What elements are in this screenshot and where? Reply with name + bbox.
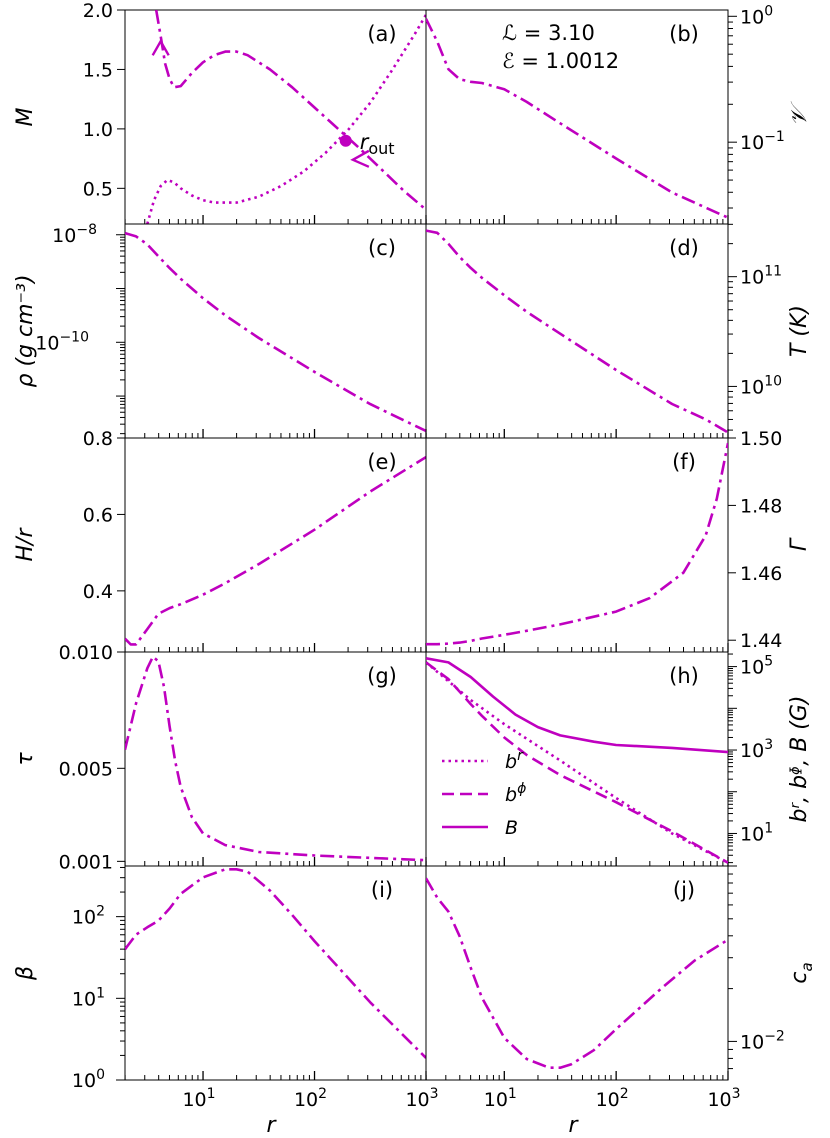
series-group [125,455,426,646]
y-axis-label: τ [13,752,38,766]
legend: br bϕ B [442,748,526,839]
panel-label: (j) [673,878,695,902]
series-group [426,877,728,1069]
y-axis-label: β [13,966,38,981]
x-tick-label: 102 [596,1086,629,1111]
y-tick-label: 102 [72,904,105,929]
series-line-dashdot [125,655,426,862]
series-line-dashdot [125,455,426,646]
panel-label: (c) [368,236,396,260]
y-tick-label: 2.0 [83,0,113,22]
series-group [125,868,426,1059]
y-tick-label: 10−1 [740,129,785,154]
x-tick-label: 101 [182,1086,215,1111]
flow-arrow [350,149,370,168]
parameter-annotation: ℰ = 1.0012 [502,49,619,73]
y-tick-label: 0.4 [83,581,113,603]
series-group [146,10,426,224]
x-axis-label: r [568,1113,579,1138]
panel-label: (g) [367,664,397,688]
panel-h: 105 103 101 bʳ, bᶲ, B (G) (h) br bϕ B [425,651,812,867]
y-tick-label: 0.6 [83,504,113,526]
x-axis-label: r [266,1113,277,1138]
panel-label: (e) [367,450,396,474]
y-tick-label: 0.001 [59,851,113,873]
y-tick-label: 1.50 [740,428,782,450]
y-tick-label: 101 [72,985,105,1010]
series-line-dashed [426,661,728,864]
y-tick-label: 1011 [740,264,782,289]
series-group [125,655,426,862]
series-group [426,229,728,434]
panel-f: 1.44 1.46 1.48 1.50 Γ (f) [425,428,812,653]
series-line-dashdot [426,229,728,434]
y-tick-label: 10−2 [740,1028,785,1053]
legend-label: bϕ [505,781,526,806]
y-tick-label: 103 [740,737,773,762]
y-axis-label: M [13,107,38,126]
y-tick-label: 1.46 [740,563,782,585]
y-tick-label: 105 [740,654,773,679]
y-tick-label: 1.48 [740,495,782,517]
panel-label: (f) [672,450,696,474]
panel-j: 10−2 ca (j) [425,865,816,1081]
y-tick-label: 101 [740,820,773,845]
y-axis-label: 𝒱 [787,101,812,126]
series-line-dashdot [426,442,728,646]
series-group [125,231,426,433]
series-line-dashdot [125,868,426,1059]
y-tick-label: 1.0 [83,119,113,141]
y-tick-label: 1.44 [740,630,782,652]
y-tick-label: 0.010 [59,642,113,664]
y-axis-label: T (K) [787,305,812,357]
legend-label: br [505,748,524,773]
flow-arrow [151,38,170,56]
y-tick-label: 1010 [740,373,782,398]
series-group [426,442,728,646]
panel-e: 0.4 0.6 0.8 H/r (e) [13,428,427,653]
y-tick-label: 1.5 [83,59,113,81]
critical-point-marker [339,134,352,147]
panel-g: 0.001 0.005 0.010 τ (g) [13,642,427,873]
y-tick-label: 0.8 [83,428,113,450]
panel-label: (i) [371,878,393,902]
series-line-dashdot [426,877,728,1069]
panel-frame [425,865,729,1081]
panel-label: (b) [669,22,699,46]
x-tick-label: 101 [484,1086,517,1111]
panel-a: 0.5 1.0 1.5 2.0 M (a) rout [13,0,427,225]
series-line-dashdot [154,10,426,211]
x-tick-label: 102 [294,1086,327,1111]
panel-label: (a) [367,22,396,46]
y-axis-label: ρ (g cm⁻³) [13,274,38,387]
series-line-solid [426,657,728,754]
y-tick-label: 0.5 [83,178,113,200]
panel-label: (h) [669,664,699,688]
series-line-dotted [426,661,728,864]
panel-b: 100 10−1𝒱 (b) ℒ = 3.10 ℰ = 1.0012 [425,3,812,225]
y-tick-label: 0.005 [59,758,113,780]
y-tick-label: 100 [740,3,773,28]
legend-label: B [505,817,518,839]
series-line-dashdot [125,231,426,433]
y-axis-label: ca [787,962,816,983]
x-tick-label: 103 [405,1086,438,1111]
y-tick-label: 10−10 [35,329,89,354]
parameter-annotation: ℒ = 3.10 [502,21,595,45]
y-tick-label: 10−8 [52,222,97,247]
panel-i: 100 101 102 β (i) [13,865,427,1092]
series-line-dotted [146,14,426,224]
y-axis-label: bʳ, bᶲ, B (G) [787,696,812,823]
y-tick-label: 100 [72,1067,105,1092]
panel-c: 10−8 10−10ρ (g cm⁻³) (c) [13,222,427,439]
y-axis-label: H/r [13,527,38,562]
y-axis-label: Γ [787,537,812,551]
panel-label: (d) [669,236,699,260]
x-tick-label: 103 [707,1086,740,1111]
series-group [426,657,728,864]
critical-point-label: rout [360,130,395,158]
